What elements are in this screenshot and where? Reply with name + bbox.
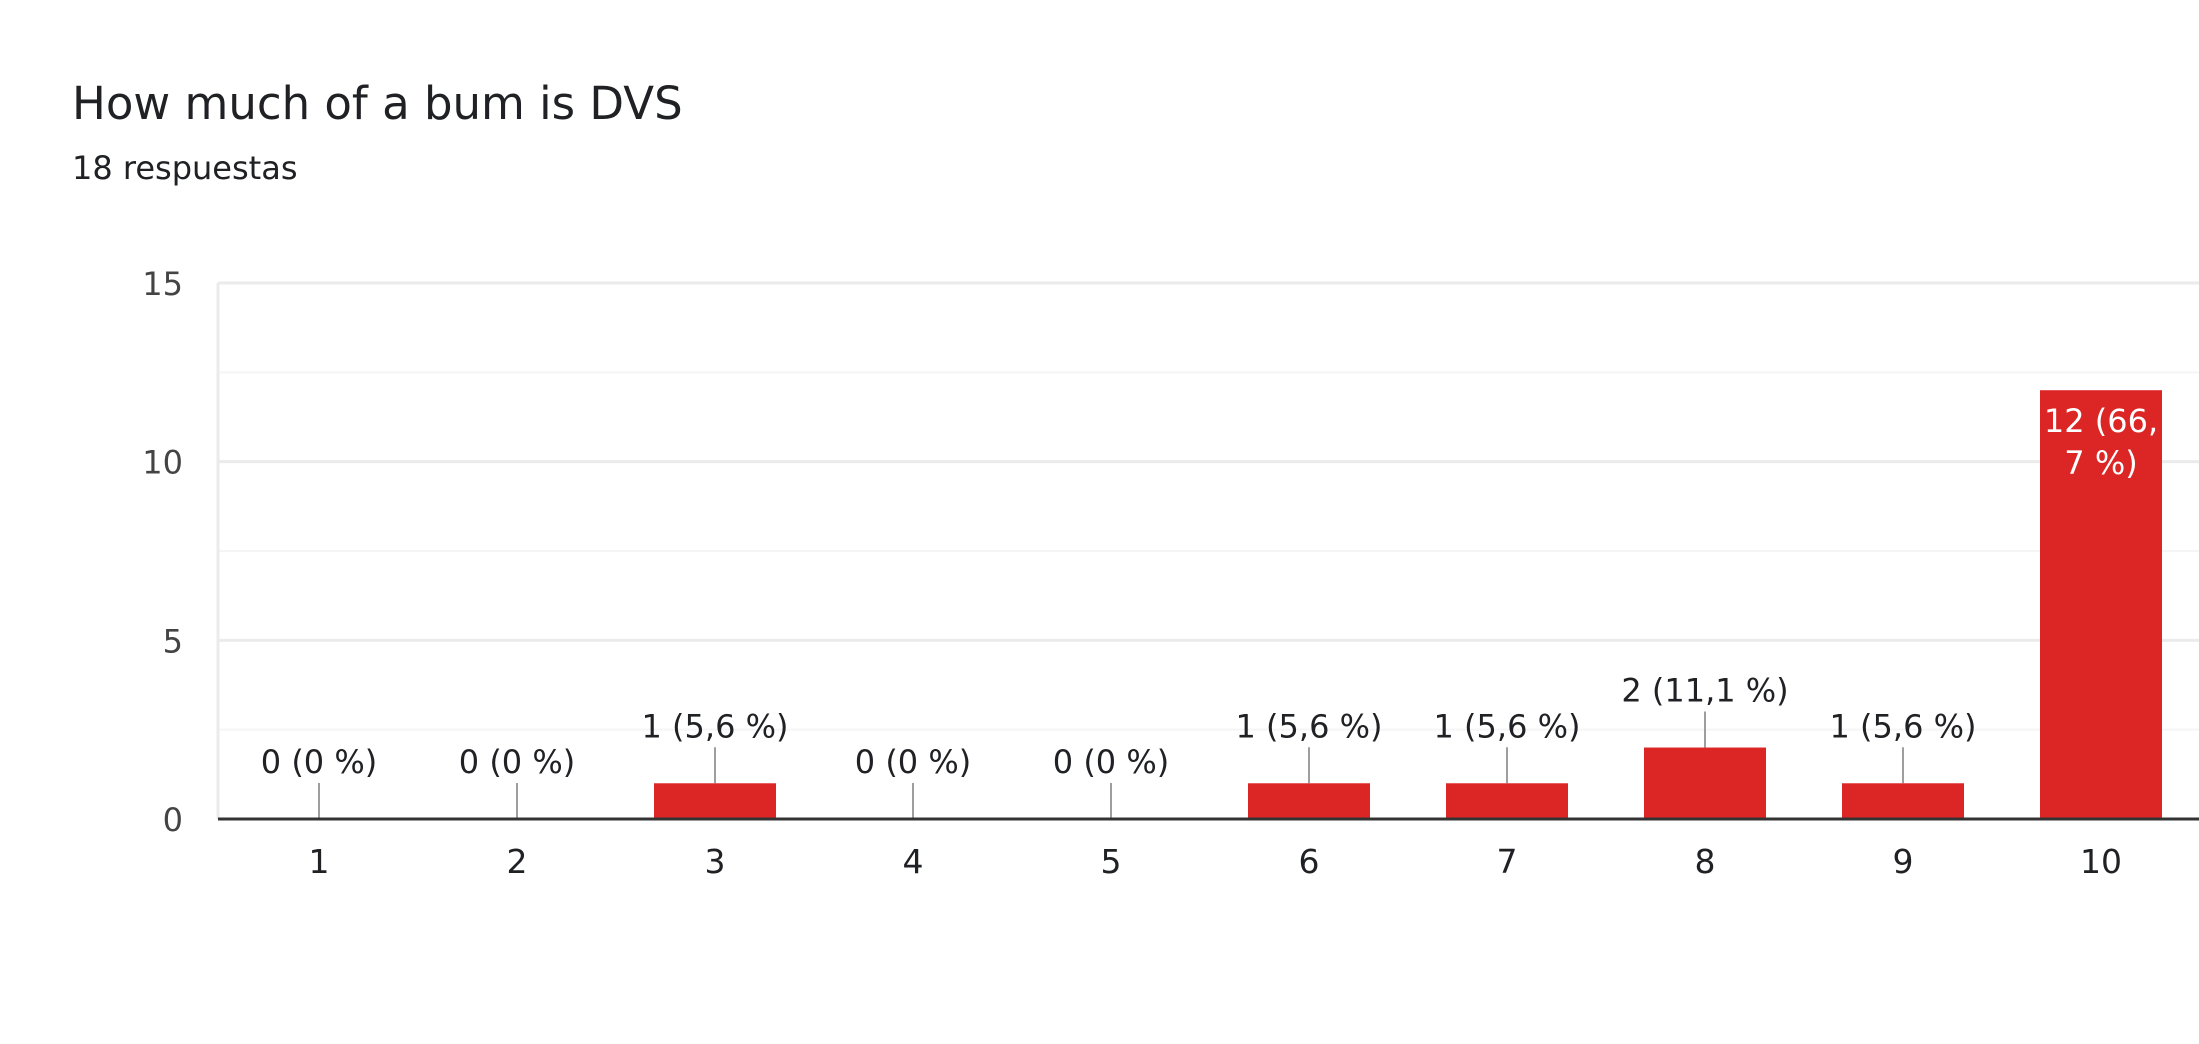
labels-layer: 0 (0 %) 0 (0 %) 1 (5,6 %) 0 (0 %) 0 (0 %) 1 (… [261, 402, 2158, 819]
x-tick-label: 8 [1695, 842, 1716, 881]
data-label: 0 (0 %) [1053, 743, 1169, 781]
x-tick-label: 1 [309, 842, 330, 881]
grid-layer [218, 281, 2199, 731]
question-title: How much of a bum is DVS [72, 77, 683, 130]
response-count: 18 respuestas [72, 149, 298, 187]
bar[interactable] [654, 783, 776, 819]
y-tick-label: 15 [142, 265, 183, 303]
bar[interactable] [1446, 783, 1568, 819]
y-tick-label: 0 [163, 801, 183, 839]
data-label: 0 (0 %) [459, 743, 575, 781]
data-label: 1 (5,6 %) [1434, 707, 1581, 745]
bar[interactable] [1644, 747, 1766, 819]
data-label: 1 (5,6 %) [1236, 707, 1383, 745]
x-tick-label: 3 [705, 842, 726, 881]
data-label: 1 (5,6 %) [1830, 707, 1977, 745]
x-tick-label: 5 [1101, 842, 1122, 881]
y-tick-label: 5 [163, 622, 183, 660]
x-tick-label: 6 [1299, 842, 1320, 881]
x-tick-label: 10 [2080, 842, 2122, 881]
x-tick-label: 4 [903, 842, 924, 881]
x-tick-label: 7 [1497, 842, 1518, 881]
bars-layer [654, 390, 2162, 819]
bar[interactable] [1842, 783, 1964, 819]
y-tick-label: 10 [142, 444, 183, 482]
data-label: 7 %) [2064, 444, 2137, 482]
bar[interactable] [2040, 390, 2162, 819]
bar[interactable] [1248, 783, 1370, 819]
axis-layer: 0 5 10 15 1 2 3 4 5 6 7 8 9 10 [142, 265, 2199, 881]
data-label: 12 (66, [2044, 402, 2158, 440]
x-tick-label: 2 [507, 842, 528, 881]
data-label: 2 (11,1 %) [1621, 672, 1788, 710]
data-label: 0 (0 %) [261, 743, 377, 781]
data-label: 0 (0 %) [855, 743, 971, 781]
data-label: 1 (5,6 %) [642, 707, 789, 745]
x-tick-label: 9 [1893, 842, 1914, 881]
